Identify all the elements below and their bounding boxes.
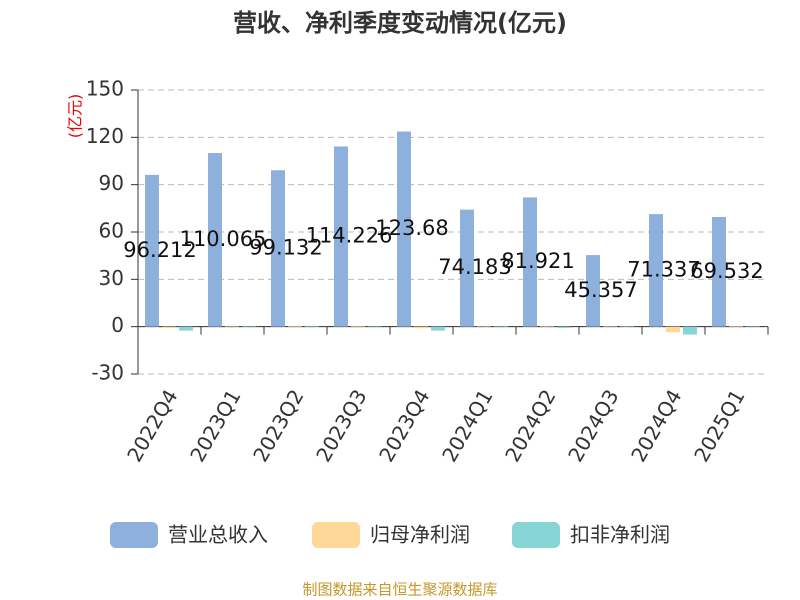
- legend-swatch: [110, 522, 158, 548]
- y-tick-label: 0: [111, 313, 124, 337]
- data-label: 110.065: [180, 227, 267, 251]
- bar: [540, 326, 554, 327]
- bar: [162, 326, 176, 328]
- y-tick-label: 60: [99, 219, 124, 243]
- bar: [431, 326, 445, 331]
- x-tick-label: 2024Q3: [563, 385, 623, 466]
- bar: [351, 326, 365, 327]
- x-tick-label: 2023Q1: [185, 385, 245, 466]
- x-tick-label: 2024Q2: [500, 385, 560, 466]
- bar: [557, 326, 571, 328]
- source: 制图数据来自恒生聚源数据库: [302, 581, 497, 599]
- bar: [683, 326, 697, 335]
- data-label: 69.532: [690, 259, 763, 283]
- bar: [334, 146, 348, 327]
- bar: [712, 216, 726, 327]
- y-axis-label: (亿元): [66, 94, 85, 139]
- bar: [208, 153, 222, 327]
- y-tick-label: 150: [86, 77, 124, 101]
- y-tick-label: 90: [99, 171, 124, 195]
- bar: [397, 131, 411, 327]
- bar: [477, 326, 491, 327]
- legend-swatch: [312, 522, 360, 548]
- bar: [271, 170, 285, 327]
- y-tick-label: 30: [99, 266, 124, 290]
- data-label: 81.921: [501, 249, 574, 273]
- data-label: 74.183: [438, 255, 511, 279]
- bar: [620, 326, 634, 328]
- bar: [288, 325, 302, 327]
- bar: [603, 326, 617, 327]
- bar: [145, 174, 159, 327]
- legend-swatch: [512, 522, 560, 548]
- bar: [242, 326, 256, 327]
- legend-label: 归母净利润: [370, 523, 470, 547]
- x-tick-label: 2024Q4: [626, 385, 686, 466]
- chart-title: 营收、净利季度变动情况(亿元): [233, 9, 567, 37]
- data-label: 45.357: [564, 278, 637, 302]
- data-label: 99.132: [249, 235, 322, 259]
- bar: [523, 197, 537, 327]
- data-label: 96.212: [123, 238, 196, 262]
- bar: [729, 326, 743, 327]
- bar: [225, 326, 239, 327]
- x-tick-label: 2022Q4: [122, 385, 182, 466]
- bar: [649, 214, 663, 327]
- bar: [746, 326, 760, 327]
- x-tick-label: 2023Q3: [311, 385, 371, 466]
- legend-label: 扣非净利润: [570, 523, 670, 547]
- bar: [414, 326, 428, 329]
- bar: [666, 326, 680, 333]
- bar: [368, 326, 382, 327]
- x-tick-label: 2023Q4: [374, 385, 434, 466]
- data-label: 114.226: [306, 224, 393, 248]
- bar: [494, 326, 508, 327]
- legend-label: 营业总收入: [168, 523, 268, 547]
- y-tick-label: -30: [91, 361, 124, 385]
- y-tick-label: 120: [86, 124, 124, 148]
- bar: [179, 326, 193, 331]
- bar: [460, 209, 474, 327]
- bar: [586, 255, 600, 327]
- data-label: 71.337: [627, 257, 700, 281]
- x-tick-label: 2024Q1: [437, 385, 497, 466]
- x-tick-label: 2023Q2: [248, 385, 308, 466]
- data-label: 123.68: [375, 216, 448, 240]
- bar: [305, 325, 319, 327]
- x-tick-label: 2025Q1: [689, 385, 749, 466]
